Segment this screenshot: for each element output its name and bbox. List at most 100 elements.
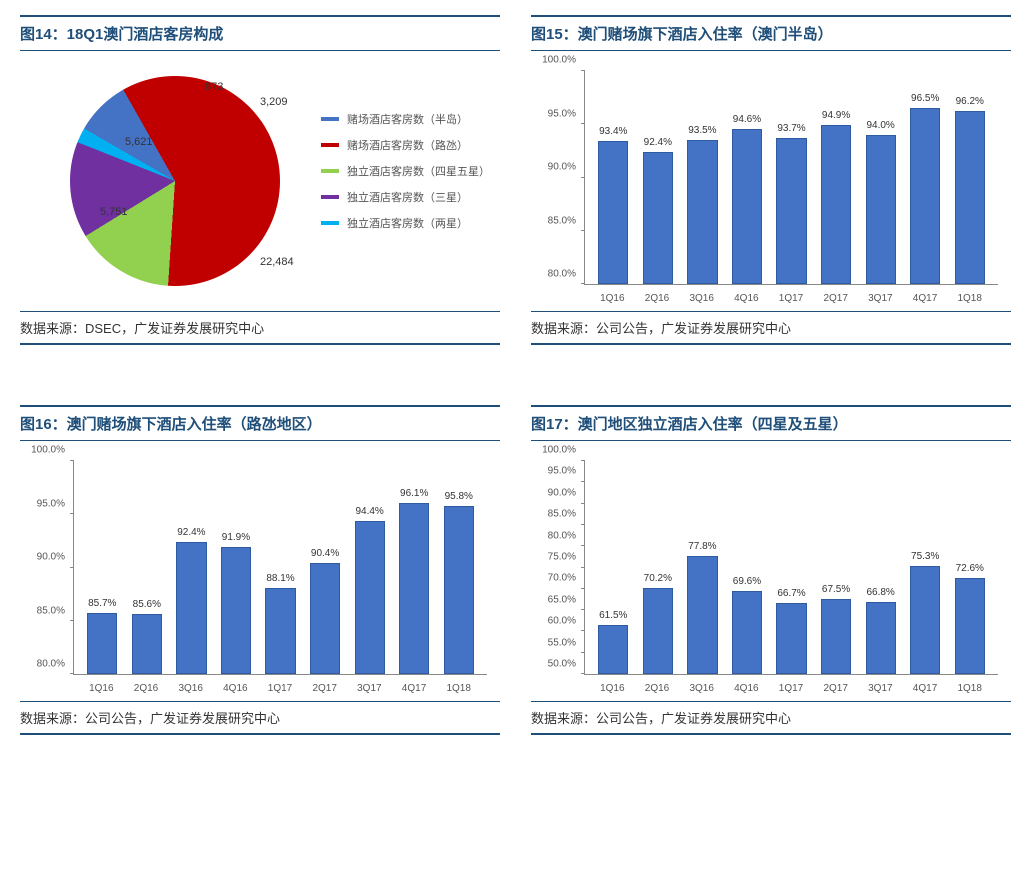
panel-chart14: 图14：18Q1澳门酒店客房构成 3,20922,4845,7515,62187… xyxy=(20,15,500,345)
chart15-source: 数据来源：公司公告，广发证券发展研究中心 xyxy=(531,311,1011,345)
x-axis-label: 1Q16 xyxy=(590,289,635,311)
bar: 90.4% xyxy=(310,563,340,674)
legend-item: 独立酒店客房数（两星） xyxy=(321,215,490,231)
bar: 61.5% xyxy=(598,625,628,674)
pie-legend: 赌场酒店客房数（半岛） 赌场酒店客房数（路氹） 独立酒店客房数（四星五星） 独立… xyxy=(321,101,490,241)
bar-value-label: 92.4% xyxy=(644,137,672,148)
bar-value-label: 75.3% xyxy=(911,551,939,562)
bar-value-label: 69.6% xyxy=(733,576,761,587)
bar-slot: 94.0% xyxy=(858,71,903,284)
bar-slot: 75.3% xyxy=(903,461,948,674)
bar-value-label: 94.9% xyxy=(822,110,850,121)
bar-value-label: 93.7% xyxy=(777,123,805,134)
x-axis-label: 3Q17 xyxy=(858,679,903,701)
bar: 94.4% xyxy=(355,521,385,674)
y-axis-label: 80.0% xyxy=(536,530,580,541)
bars-container: 61.5% 70.2% 77.8% 69.6% 66.7% 67.5% 66 xyxy=(585,461,998,674)
x-axis-label: 4Q17 xyxy=(903,679,948,701)
y-axis-label: 75.0% xyxy=(536,552,580,563)
chart-grid: 图14：18Q1澳门酒店客房构成 3,20922,4845,7515,62187… xyxy=(20,15,1012,735)
bar: 95.8% xyxy=(444,506,474,674)
chart15-area: 93.4% 92.4% 93.5% 94.6% 93.7% 94.9% 94 xyxy=(531,51,1011,311)
bar-slot: 66.8% xyxy=(858,461,903,674)
bar: 70.2% xyxy=(643,588,673,674)
y-axis-label: 90.0% xyxy=(25,552,69,563)
x-axis-label: 1Q17 xyxy=(769,289,814,311)
bar-value-label: 93.5% xyxy=(688,125,716,136)
bar-value-label: 92.4% xyxy=(177,527,205,538)
x-axis-label: 1Q17 xyxy=(769,679,814,701)
panel-chart16: 图16：澳门赌场旗下酒店入住率（路氹地区） 85.7% 85.6% 92.4% … xyxy=(20,405,500,735)
y-axis-label: 95.0% xyxy=(536,466,580,477)
x-axis-labels: 1Q162Q163Q164Q161Q172Q173Q174Q171Q18 xyxy=(584,679,998,701)
y-axis-label: 65.0% xyxy=(536,594,580,605)
legend-label: 赌场酒店客房数（半岛） xyxy=(347,111,468,127)
bar-slot: 72.6% xyxy=(948,461,993,674)
x-axis-label: 4Q17 xyxy=(392,679,437,701)
pie-slice-value: 873 xyxy=(205,81,223,93)
y-axis-label: 85.0% xyxy=(536,215,580,226)
x-axis-label: 2Q17 xyxy=(813,679,858,701)
bar-slot: 93.5% xyxy=(680,71,725,284)
bar-value-label: 66.8% xyxy=(866,587,894,598)
bar-slot: 85.7% xyxy=(80,461,125,674)
legend-label: 独立酒店客房数（两星） xyxy=(347,215,468,231)
pie-slice-value: 22,484 xyxy=(260,256,294,268)
bar-slot: 92.4% xyxy=(636,71,681,284)
x-axis-label: 2Q17 xyxy=(302,679,347,701)
bar-value-label: 72.6% xyxy=(956,563,984,574)
chart14-area: 3,20922,4845,7515,621873 赌场酒店客房数（半岛） 赌场酒… xyxy=(20,51,500,311)
bar-slot: 66.7% xyxy=(769,461,814,674)
x-axis-labels: 1Q162Q163Q164Q161Q172Q173Q174Q171Q18 xyxy=(584,289,998,311)
bar-value-label: 93.4% xyxy=(599,126,627,137)
x-axis-label: 2Q17 xyxy=(813,289,858,311)
bar: 85.7% xyxy=(87,613,117,674)
bar-value-label: 94.6% xyxy=(733,114,761,125)
legend-swatch xyxy=(321,169,339,173)
legend-item: 独立酒店客房数（四星五星） xyxy=(321,163,490,179)
x-axis-label: 1Q18 xyxy=(947,289,992,311)
chart15-title: 图15：澳门赌场旗下酒店入住率（澳门半岛） xyxy=(531,15,1011,51)
bar-value-label: 88.1% xyxy=(266,573,294,584)
bar-slot: 85.6% xyxy=(125,461,170,674)
bar-value-label: 94.0% xyxy=(866,120,894,131)
bar-slot: 77.8% xyxy=(680,461,725,674)
bar: 85.6% xyxy=(132,614,162,674)
bar: 88.1% xyxy=(265,588,295,674)
bar-slot: 96.2% xyxy=(948,71,993,284)
bar-slot: 88.1% xyxy=(258,461,303,674)
panel-chart15: 图15：澳门赌场旗下酒店入住率（澳门半岛） 93.4% 92.4% 93.5% … xyxy=(531,15,1011,345)
chart14-title: 图14：18Q1澳门酒店客房构成 xyxy=(20,15,500,51)
x-axis-label: 2Q16 xyxy=(635,289,680,311)
legend-item: 赌场酒店客房数（路氹） xyxy=(321,137,490,153)
x-axis-label: 4Q16 xyxy=(213,679,258,701)
y-axis-label: 100.0% xyxy=(536,445,580,456)
bar-value-label: 91.9% xyxy=(222,532,250,543)
bar-value-label: 95.8% xyxy=(445,491,473,502)
x-axis-label: 3Q17 xyxy=(858,289,903,311)
y-axis-label: 90.0% xyxy=(536,487,580,498)
bar: 94.0% xyxy=(866,135,896,284)
bar-slot: 67.5% xyxy=(814,461,859,674)
bar-value-label: 67.5% xyxy=(822,584,850,595)
x-axis-label: 3Q16 xyxy=(168,679,213,701)
x-axis-label: 4Q16 xyxy=(724,289,769,311)
legend-item: 独立酒店客房数（三星） xyxy=(321,189,490,205)
bar-slot: 90.4% xyxy=(303,461,348,674)
bar: 92.4% xyxy=(643,152,673,284)
pie-chart xyxy=(70,76,280,286)
bar-slot: 93.4% xyxy=(591,71,636,284)
x-axis-label: 4Q16 xyxy=(724,679,769,701)
x-axis-label: 3Q16 xyxy=(679,679,724,701)
bar: 75.3% xyxy=(910,566,940,674)
bar-chart-15: 93.4% 92.4% 93.5% 94.6% 93.7% 94.9% 94 xyxy=(536,61,1006,311)
bar: 72.6% xyxy=(955,578,985,674)
chart16-area: 85.7% 85.6% 92.4% 91.9% 88.1% 90.4% 94 xyxy=(20,441,500,701)
bar: 77.8% xyxy=(687,556,717,674)
y-axis-label: 95.0% xyxy=(536,108,580,119)
bar: 96.2% xyxy=(955,111,985,284)
legend-swatch xyxy=(321,221,339,225)
bar: 91.9% xyxy=(221,547,251,674)
pie-slice-value: 5,751 xyxy=(100,206,128,218)
chart16-title: 图16：澳门赌场旗下酒店入住率（路氹地区） xyxy=(20,405,500,441)
